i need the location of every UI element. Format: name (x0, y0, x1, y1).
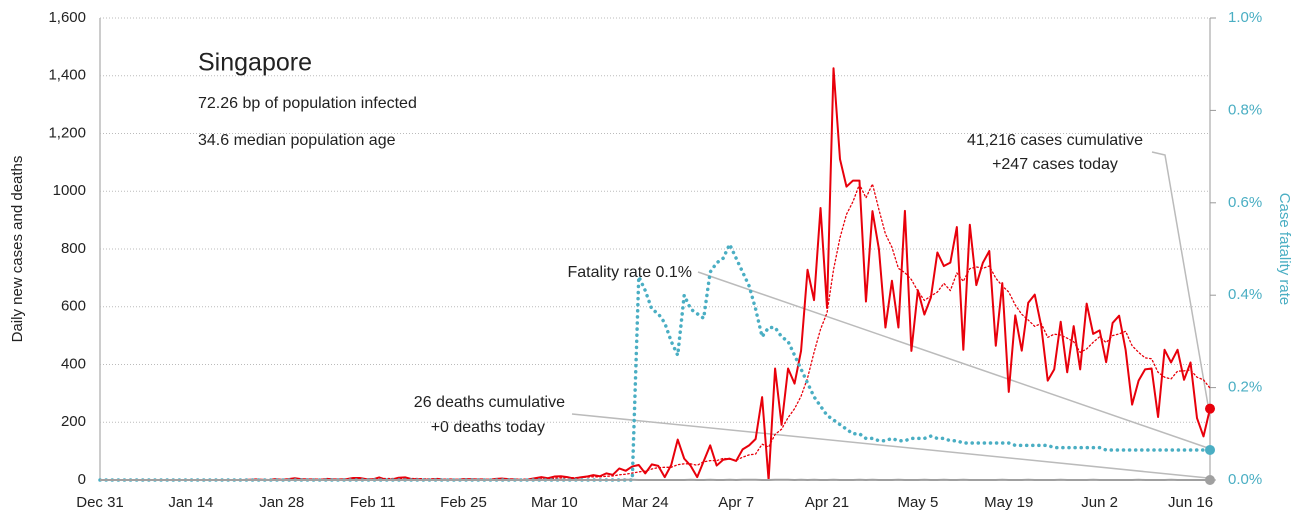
x-tick-label: Mar 10 (531, 494, 578, 511)
y-tick-label: 400 (61, 355, 86, 372)
y-tick-label: 1,200 (48, 124, 86, 141)
y2-tick-label: 0.4% (1228, 286, 1262, 303)
y-tick-label: 1000 (53, 182, 86, 199)
x-tick-label: Feb 25 (440, 494, 487, 511)
y-tick-label: 1,600 (48, 9, 86, 26)
annotation: Fatality rate 0.1% (568, 264, 693, 281)
x-tick-label: May 19 (984, 494, 1033, 511)
x-tick-label: Jun 2 (1081, 494, 1118, 511)
y-tick-label: 1,400 (48, 67, 86, 84)
x-tick-label: Mar 24 (622, 494, 669, 511)
end-dot (1205, 475, 1215, 485)
y2-tick-label: 0.8% (1228, 101, 1262, 118)
y-tick-label: 200 (61, 413, 86, 430)
annotation: 41,216 cases cumulative (967, 132, 1143, 149)
x-tick-label: Apr 21 (805, 494, 849, 511)
series-line (98, 242, 1212, 482)
x-tick-label: Jan 28 (259, 494, 304, 511)
x-tick-label: Feb 11 (350, 494, 396, 511)
x-tick-label: Jun 16 (1168, 494, 1213, 511)
annotation-title: Singapore (198, 49, 312, 77)
series-line (99, 183, 1211, 481)
x-tick-label: May 5 (897, 494, 938, 511)
y2-tick-label: 0.6% (1228, 194, 1262, 211)
y2-tick-label: 0.0% (1228, 471, 1262, 488)
annotation: +0 deaths today (431, 419, 545, 436)
x-tick-label: Jan 14 (168, 494, 213, 511)
y-axis-label: Daily new cases and deaths (9, 156, 26, 343)
annotation: +247 cases today (992, 156, 1118, 173)
end-dot (1205, 403, 1215, 414)
y-tick-label: 800 (61, 240, 86, 257)
annotation: 72.26 bp of population infected (198, 95, 417, 112)
y-tick-label: 0 (78, 471, 86, 488)
y2-tick-label: 0.2% (1228, 379, 1262, 396)
leader-line (571, 413, 1209, 479)
x-tick-label: Dec 31 (76, 494, 124, 511)
y2-tick-label: 1.0% (1228, 9, 1262, 26)
leader-line (697, 271, 1209, 449)
y-tick-label: 600 (61, 298, 86, 315)
x-tick-label: Apr 7 (718, 494, 754, 511)
annotation: 26 deaths cumulative (414, 394, 565, 411)
end-dot (1205, 444, 1215, 455)
y2-axis-label: Case fatality rate (1276, 193, 1293, 306)
annotation: 34.6 median population age (198, 132, 396, 149)
leader-line (1151, 151, 1209, 406)
